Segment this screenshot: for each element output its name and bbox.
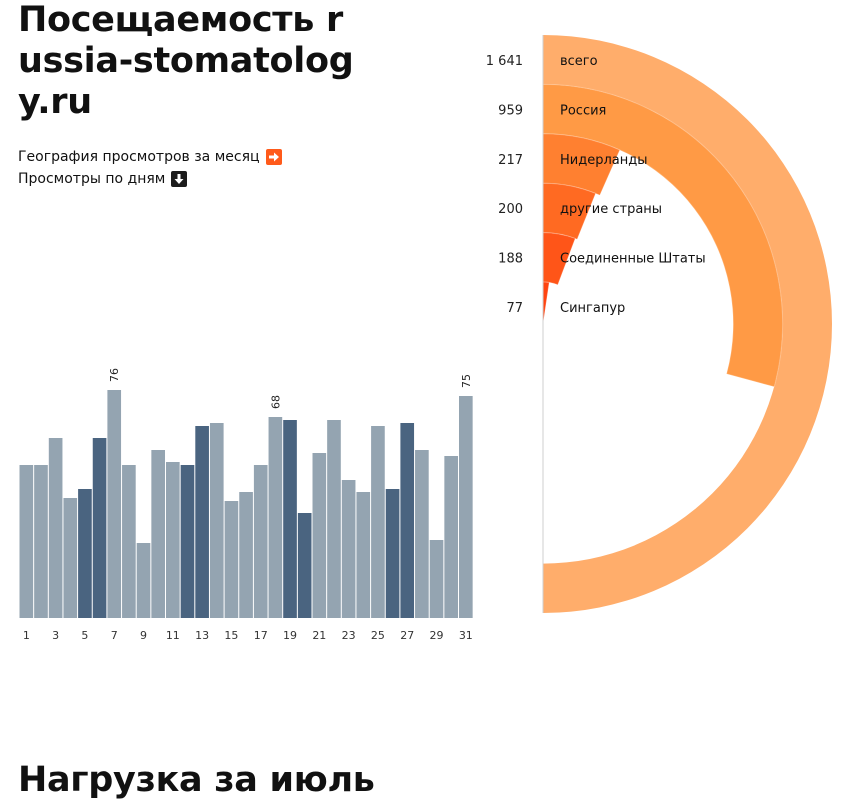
bar-day-8	[122, 465, 136, 618]
daily-link[interactable]: Просмотры по дням	[18, 168, 282, 190]
bar-day-28	[415, 450, 429, 618]
x-tick-label: 31	[459, 629, 473, 642]
bar-day-25	[371, 426, 385, 618]
daily-link-label: Просмотры по дням	[18, 171, 166, 187]
bar-day-1	[19, 465, 34, 618]
x-tick-label: 11	[166, 629, 180, 642]
arrow-down-icon[interactable]	[171, 171, 188, 187]
geo-category-label: Сингапур	[560, 301, 625, 316]
bar-day-19	[283, 420, 297, 618]
x-tick-label: 23	[342, 629, 356, 642]
bar-day-12	[180, 465, 195, 618]
geo-category-label: Россия	[560, 103, 606, 118]
bar-day-27	[400, 423, 415, 618]
geo-value-label: 959	[498, 103, 523, 118]
geo-arc-1	[542, 83, 784, 388]
x-tick-label: 13	[195, 629, 209, 642]
bar-data-label: 76	[108, 368, 121, 382]
bar-day-29	[429, 540, 444, 618]
geo-category-label: другие страны	[560, 202, 662, 217]
bar-day-13	[195, 426, 209, 618]
bar-day-31	[459, 396, 473, 618]
bar-day-9	[136, 543, 151, 618]
bar-day-3	[48, 438, 63, 618]
bar-day-11	[166, 462, 180, 618]
geography-chart: 1 641 всего 959 Россия 217 Нидерланды 200 други…	[486, 35, 832, 613]
bar-day-26	[385, 489, 400, 618]
bar-day-21	[312, 453, 327, 618]
bar-day-6	[92, 438, 107, 618]
x-tick-label: 1	[23, 629, 30, 642]
geo-value-label: 217	[498, 153, 523, 168]
bar-day-24	[356, 492, 371, 618]
section-title: Нагрузка за июль	[18, 760, 375, 800]
x-tick-label: 9	[140, 629, 147, 642]
x-tick-label: 25	[371, 629, 385, 642]
bar-day-30	[444, 456, 458, 618]
geo-arc-5	[542, 281, 550, 325]
geo-category-label: всего	[560, 54, 598, 69]
x-tick-label: 7	[111, 629, 118, 642]
geo-value-label: 188	[498, 252, 523, 267]
geo-link-label: География просмотров за месяц	[18, 149, 260, 165]
bar-data-label: 75	[460, 374, 473, 388]
bar-day-17	[253, 465, 268, 618]
bar-day-15	[224, 501, 239, 618]
x-tick-label: 15	[224, 629, 238, 642]
arrow-right-icon[interactable]	[265, 149, 282, 165]
x-tick-label: 29	[430, 629, 444, 642]
x-tick-label: 19	[283, 629, 297, 642]
x-tick-label: 21	[312, 629, 326, 642]
bar-day-16	[239, 492, 253, 618]
bar-day-10	[151, 450, 165, 618]
bar-day-18	[268, 417, 283, 618]
bar-day-4	[63, 498, 78, 618]
page-title: Посещаемость russia-stomatology.ru	[18, 0, 354, 122]
geo-value-label: 1 641	[486, 54, 523, 69]
bar-day-7	[107, 390, 122, 618]
geo-arc-0	[543, 35, 832, 613]
bar-day-23	[341, 480, 356, 618]
bar-data-label: 68	[269, 395, 282, 409]
x-tick-label: 5	[81, 629, 88, 642]
geo-category-label: Соединенные Штаты	[560, 252, 706, 267]
geo-value-label: 77	[506, 301, 523, 316]
geo-link[interactable]: География просмотров за месяц	[18, 146, 282, 168]
bar-day-22	[327, 420, 341, 618]
bar-day-20	[297, 513, 312, 618]
geo-value-label: 200	[498, 202, 523, 217]
x-tick-label: 27	[400, 629, 414, 642]
bar-day-5	[78, 489, 92, 618]
x-tick-label: 17	[254, 629, 268, 642]
geo-category-label: Нидерланды	[560, 153, 648, 168]
report-links: География просмотров за месяц Просмотры …	[18, 146, 282, 190]
x-tick-label: 3	[52, 629, 59, 642]
bar-day-2	[34, 465, 48, 618]
bar-day-14	[209, 423, 224, 618]
